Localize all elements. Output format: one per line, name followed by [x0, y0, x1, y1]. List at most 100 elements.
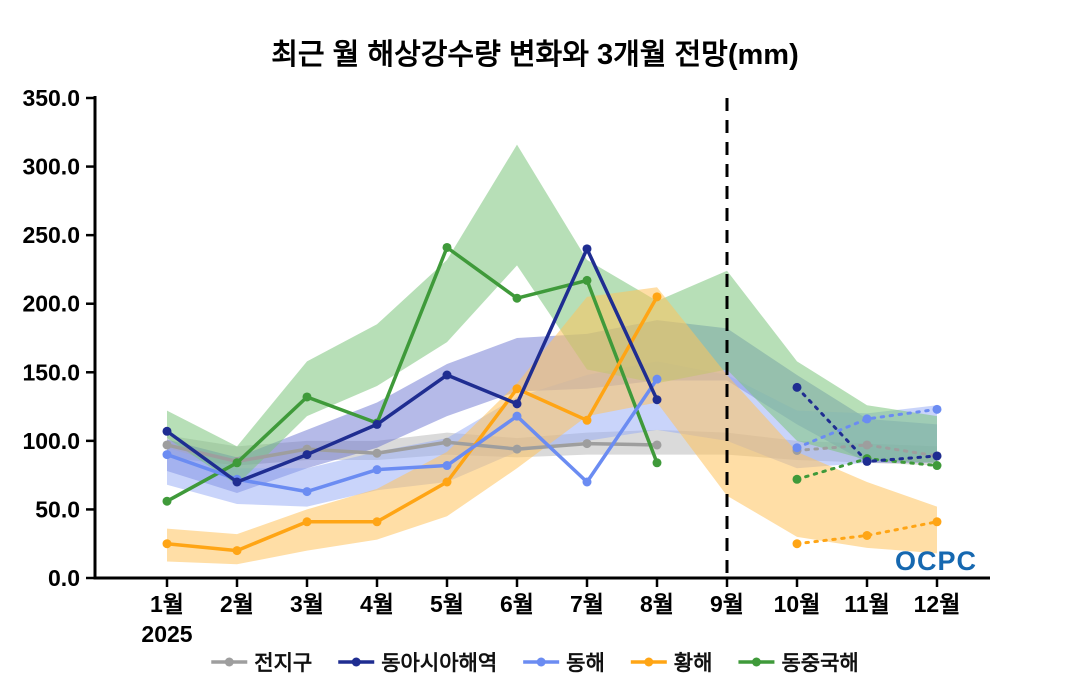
- x-tick-label: 5월: [430, 591, 464, 617]
- axes: 0.0 50.0 100.0 150.0 200.0 250.0 300.0 350.0 1월 2…: [22, 85, 990, 647]
- observed-marker-yellow-sea: [652, 292, 662, 302]
- confidence-bands: [167, 144, 937, 565]
- legend-item-east-sea: 동해: [523, 652, 605, 675]
- legend-marker-sample: [751, 657, 761, 667]
- observed-marker-yellow-sea: [442, 477, 452, 487]
- observed-marker-global: [162, 440, 172, 450]
- forecast-marker-yellow-sea: [792, 539, 802, 549]
- observed-marker-east-sea: [512, 411, 522, 421]
- observed-marker-east-asia-seas: [652, 395, 662, 405]
- x-tick-label: 9월: [710, 591, 744, 617]
- observed-marker-global: [512, 444, 522, 454]
- legend-marker-sample: [351, 657, 361, 667]
- forecast-marker-east-sea: [792, 443, 802, 453]
- y-tick-label: 350.0: [22, 85, 80, 111]
- x-tick-label: 3월: [290, 591, 324, 617]
- x-tick-label: 2월: [220, 591, 254, 617]
- series-east-sea: [162, 374, 942, 497]
- observed-marker-yellow-sea: [162, 539, 172, 549]
- y-tick-label: 0.0: [48, 565, 80, 591]
- legend-label: 전지구: [254, 652, 312, 675]
- y-tick-label: 200.0: [22, 291, 80, 317]
- x-axis-year-label: 2025: [141, 621, 192, 647]
- observed-line-east-sea: [166, 378, 659, 494]
- observed-line-yellow-sea: [166, 295, 659, 553]
- observed-marker-global: [582, 439, 592, 449]
- observed-marker-east-sea: [652, 374, 662, 384]
- observed-marker-east-china-sea: [442, 242, 452, 252]
- forecast-marker-yellow-sea: [862, 530, 872, 540]
- observed-marker-east-asia-seas: [162, 426, 172, 436]
- band-east-china-sea: [167, 144, 937, 485]
- observed-marker-east-china-sea: [302, 392, 312, 402]
- forecast-marker-east-china-sea: [792, 474, 802, 484]
- forecast-marker-east-asia-seas: [932, 451, 942, 461]
- observed-marker-global: [442, 437, 452, 447]
- x-tick-label: 12월: [914, 591, 961, 617]
- observed-marker-east-china-sea: [232, 458, 242, 468]
- forecast-marker-east-asia-seas: [792, 382, 802, 392]
- observed-marker-yellow-sea: [372, 517, 382, 527]
- chart-title: 최근 월 해상강수량 변화와 3개월 전망(mm): [271, 38, 799, 71]
- legend-marker-sample: [224, 657, 234, 667]
- legend-label: 황해: [674, 652, 713, 675]
- observed-marker-east-sea: [302, 487, 312, 497]
- x-tick-label: 10월: [774, 591, 821, 617]
- forecast-line-yellow-sea: [795, 520, 939, 546]
- legend-marker-sample: [644, 657, 654, 667]
- forecast-marker-east-china-sea: [932, 461, 942, 471]
- legend-label: 동중국해: [781, 652, 858, 675]
- band-yellow-sea: [167, 287, 937, 565]
- observed-marker-global: [372, 448, 382, 458]
- observed-marker-east-sea: [162, 450, 172, 460]
- observed-marker-east-sea: [442, 461, 452, 471]
- forecast-marker-east-sea: [862, 414, 872, 424]
- observed-marker-east-china-sea: [512, 293, 522, 303]
- x-tick-label: 1월: [150, 591, 184, 617]
- x-tick-label: 11월: [844, 591, 889, 617]
- observed-marker-east-asia-seas: [442, 370, 452, 380]
- legend-item-east-asia-seas: 동아시아해역: [338, 652, 497, 675]
- legend-item-yellow-sea: 황해: [630, 652, 713, 675]
- series-east-asia-seas: [162, 244, 942, 487]
- observed-marker-east-china-sea: [162, 496, 172, 506]
- y-tick-label: 50.0: [35, 496, 80, 522]
- observed-marker-yellow-sea: [302, 517, 312, 527]
- observed-marker-global: [652, 440, 662, 450]
- legend-label: 동아시아해역: [381, 652, 497, 675]
- observed-marker-east-sea: [372, 465, 382, 475]
- x-tick-label: 4월: [360, 591, 394, 617]
- legend: 전지구 동아시아해역 동해 황해 동중국해: [211, 652, 859, 675]
- y-tick-label: 300.0: [22, 154, 80, 180]
- observed-marker-east-china-sea: [582, 275, 592, 285]
- observed-line-global: [166, 440, 658, 464]
- legend-item-global: 전지구: [211, 652, 312, 675]
- observed-marker-east-china-sea: [652, 458, 662, 468]
- observed-marker-east-sea: [582, 477, 592, 487]
- forecast-marker-global: [862, 440, 872, 450]
- forecast-marker-east-asia-seas: [862, 456, 872, 466]
- forecast-marker-yellow-sea: [932, 517, 942, 527]
- observed-marker-yellow-sea: [232, 546, 242, 556]
- legend-marker-sample: [536, 657, 546, 667]
- x-tick-label: 8월: [640, 591, 674, 617]
- observed-marker-yellow-sea: [512, 384, 522, 394]
- observed-marker-yellow-sea: [582, 415, 592, 425]
- ocpc-logo: OCPC: [895, 546, 977, 576]
- y-tick-label: 150.0: [22, 359, 80, 385]
- forecast-line-global: [795, 443, 939, 458]
- observed-marker-east-asia-seas: [512, 399, 522, 409]
- x-tick-label: 6월: [500, 591, 534, 617]
- legend-label: 동해: [566, 652, 605, 675]
- observed-marker-east-asia-seas: [232, 477, 242, 487]
- observed-marker-east-asia-seas: [302, 450, 312, 460]
- forecast-marker-east-sea: [932, 404, 942, 414]
- y-tick-label: 250.0: [22, 222, 80, 248]
- observed-marker-east-asia-seas: [582, 244, 592, 254]
- legend-item-east-china-sea: 동중국해: [738, 652, 859, 675]
- observed-line-east-asia-seas: [165, 247, 659, 484]
- x-tick-label: 7월: [570, 591, 604, 617]
- series-yellow-sea: [162, 292, 942, 556]
